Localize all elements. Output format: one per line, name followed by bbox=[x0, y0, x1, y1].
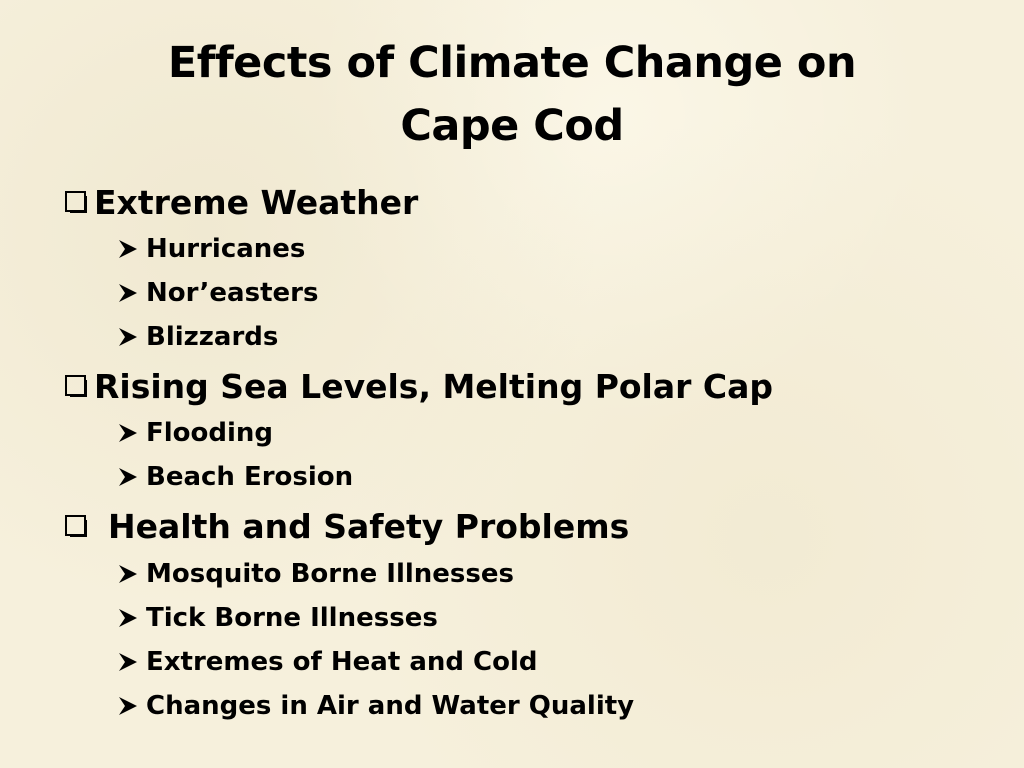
arrowhead-bullet-icon bbox=[115, 464, 141, 490]
slide-title: Effects of Climate Change on Cape Cod bbox=[0, 32, 1024, 158]
item-label: Extremes of Heat and Cold bbox=[146, 647, 538, 677]
arrowhead-bullet-icon bbox=[115, 420, 141, 446]
item-label: Mosquito Borne Illnesses bbox=[146, 559, 514, 589]
checkbox-square-icon bbox=[63, 189, 89, 215]
title-line-2: Cape Cod bbox=[400, 101, 624, 151]
list-item: Changes in Air and Water Quality bbox=[115, 688, 634, 724]
section-heading-extreme-weather: Extreme Weather bbox=[63, 180, 418, 224]
item-label: Blizzards bbox=[146, 322, 279, 352]
section-heading-health-and-safety: Health and Safety Problems bbox=[63, 504, 629, 548]
list-item: Tick Borne Illnesses bbox=[115, 600, 438, 636]
item-label: Tick Borne Illnesses bbox=[146, 603, 438, 633]
section-label: Extreme Weather bbox=[94, 182, 419, 222]
item-label: Flooding bbox=[146, 418, 274, 448]
checkbox-square-icon bbox=[63, 373, 89, 399]
checkbox-square-icon bbox=[63, 513, 89, 539]
section-heading-rising-sea-levels: Rising Sea Levels, Melting Polar Cap bbox=[63, 364, 773, 408]
arrowhead-bullet-icon bbox=[115, 649, 141, 675]
item-label: Changes in Air and Water Quality bbox=[146, 691, 635, 721]
arrowhead-bullet-icon bbox=[115, 605, 141, 631]
item-label: Beach Erosion bbox=[146, 462, 354, 492]
list-item: Flooding bbox=[115, 415, 273, 451]
list-item: Nor’easters bbox=[115, 275, 318, 311]
arrowhead-bullet-icon bbox=[115, 324, 141, 350]
arrowhead-bullet-icon bbox=[115, 280, 141, 306]
list-item: Mosquito Borne Illnesses bbox=[115, 556, 514, 592]
section-label: Rising Sea Levels, Melting Polar Cap bbox=[94, 366, 773, 406]
section-label: Health and Safety Problems bbox=[108, 506, 630, 546]
title-line-1: Effects of Climate Change on bbox=[167, 38, 857, 88]
arrowhead-bullet-icon bbox=[115, 236, 141, 262]
item-label: Nor’easters bbox=[146, 278, 319, 308]
arrowhead-bullet-icon bbox=[115, 561, 141, 587]
list-item: Extremes of Heat and Cold bbox=[115, 644, 538, 680]
item-label: Hurricanes bbox=[146, 234, 306, 264]
arrowhead-bullet-icon bbox=[115, 693, 141, 719]
list-item: Beach Erosion bbox=[115, 459, 353, 495]
list-item: Hurricanes bbox=[115, 231, 305, 267]
list-item: Blizzards bbox=[115, 319, 278, 355]
